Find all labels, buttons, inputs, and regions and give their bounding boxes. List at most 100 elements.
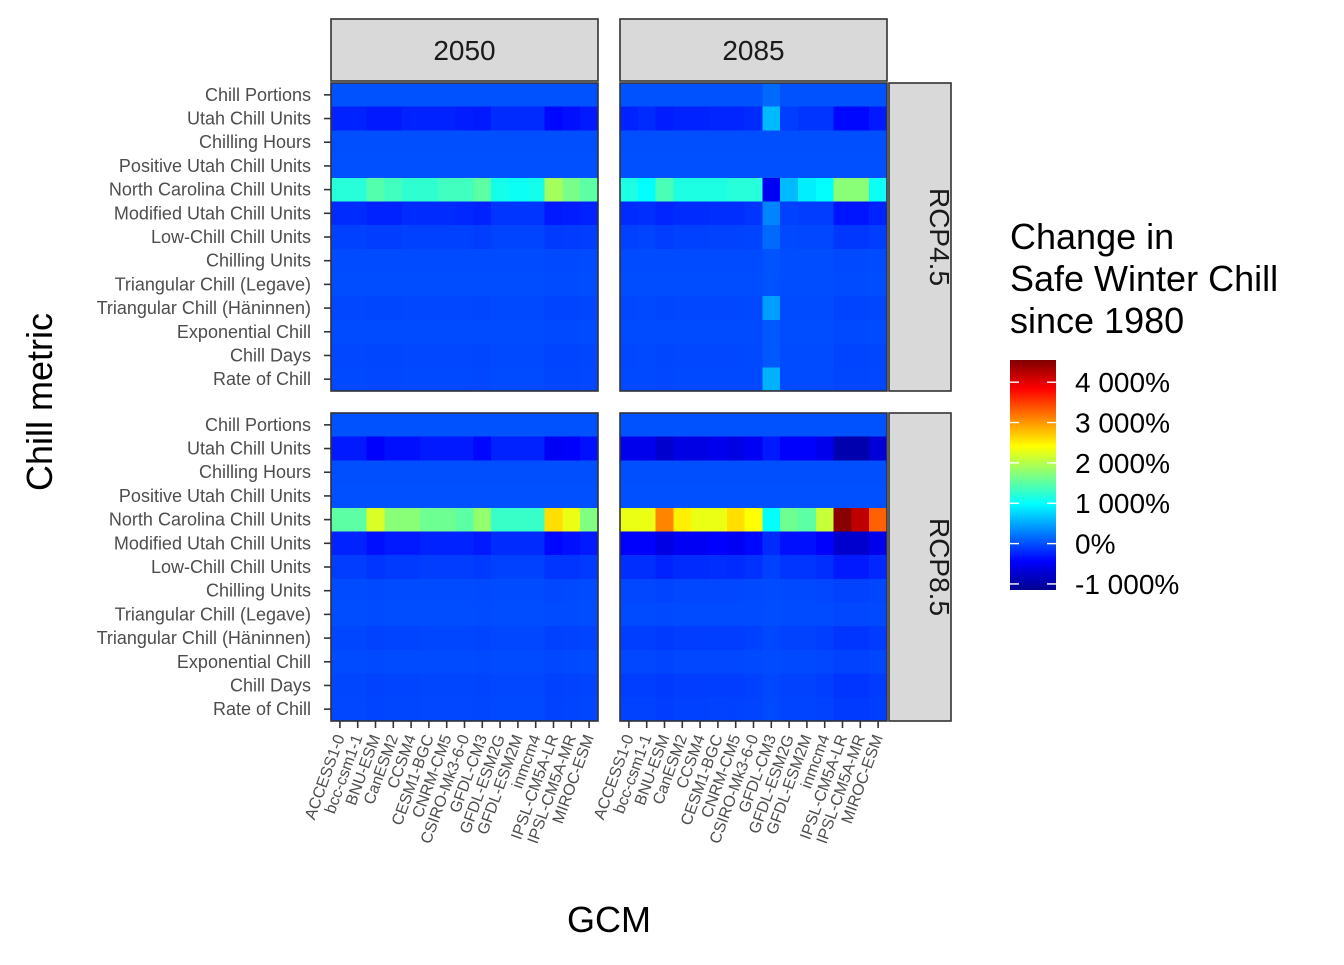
- heatmap-cell: [815, 484, 835, 509]
- heatmap-cell: [780, 531, 799, 556]
- heatmap-cell: [780, 272, 799, 297]
- heatmap-cell: [744, 413, 763, 438]
- heatmap-cell: [544, 413, 563, 438]
- heatmap-cell: [673, 225, 692, 250]
- heatmap-cell: [691, 343, 710, 368]
- y-tick-label: Rate of Chill: [213, 369, 311, 389]
- heatmap-cell: [798, 367, 817, 392]
- heatmap-cell: [420, 83, 439, 108]
- heatmap-cell: [473, 673, 492, 698]
- heatmap-cell: [526, 130, 546, 155]
- heatmap-cell: [673, 154, 692, 179]
- heatmap-cell: [620, 697, 639, 722]
- heatmap-cell: [815, 248, 835, 274]
- heatmap-cell: [473, 177, 492, 203]
- heatmap-cell: [544, 225, 563, 250]
- heatmap-cell: [655, 106, 674, 131]
- heatmap-cell: [637, 319, 657, 345]
- heatmap-cell: [869, 106, 888, 131]
- heatmap-cell: [455, 507, 474, 533]
- heatmap-cell: [709, 177, 728, 203]
- heatmap-cell: [544, 578, 563, 604]
- heatmap-cell: [869, 602, 888, 627]
- heatmap-cell: [709, 626, 728, 651]
- heatmap-cell: [544, 130, 563, 155]
- heatmap-cell: [366, 248, 385, 274]
- heatmap-cell: [726, 436, 746, 461]
- heatmap-cell: [420, 201, 439, 226]
- heatmap-cell: [620, 106, 639, 131]
- heatmap-cell: [709, 460, 728, 485]
- heatmap-cell: [691, 673, 710, 698]
- heatmap-cell: [473, 248, 492, 274]
- heatmap-cell: [691, 225, 710, 250]
- heatmap-cell: [420, 507, 439, 533]
- heatmap-cell: [437, 319, 457, 345]
- heatmap-cell: [833, 531, 852, 556]
- heatmap-cell: [526, 201, 546, 226]
- heatmap-cell: [366, 177, 385, 203]
- heatmap-cell: [833, 154, 852, 179]
- y-tick-label: Triangular Chill (Häninnen): [97, 298, 311, 318]
- heatmap-cell: [655, 555, 674, 580]
- heatmap-cell: [526, 436, 546, 461]
- heatmap-cell: [348, 130, 368, 155]
- heatmap-cell: [762, 673, 781, 698]
- heatmap-cell: [580, 201, 599, 226]
- legend-label: -1 000%: [1075, 569, 1179, 600]
- heatmap-cell: [673, 673, 692, 698]
- heatmap-cell: [869, 484, 888, 509]
- heatmap-cell: [869, 649, 888, 675]
- heatmap-cell: [620, 367, 639, 392]
- heatmap-cell: [655, 201, 674, 226]
- heatmap-cell: [655, 531, 674, 556]
- heatmap-cell: [673, 436, 692, 461]
- heatmap-cell: [348, 484, 368, 509]
- heatmap-cell: [851, 225, 870, 250]
- heatmap-cell: [562, 460, 581, 485]
- heatmap-cell: [833, 201, 852, 226]
- heatmap-cell: [815, 106, 835, 131]
- heatmap-cell: [798, 555, 817, 580]
- heatmap-cell: [491, 602, 510, 627]
- heatmap-cell: [673, 272, 692, 297]
- heatmap-cell: [655, 154, 674, 179]
- heatmap-cell: [726, 578, 746, 604]
- heatmap-cell: [620, 436, 639, 461]
- heatmap-cell: [544, 343, 563, 368]
- heatmap-cell: [366, 319, 385, 345]
- heatmap-cell: [348, 248, 368, 274]
- heatmap-cell: [580, 154, 599, 179]
- heatmap-cell: [455, 130, 474, 155]
- heatmap-cell: [798, 697, 817, 722]
- heatmap-cell: [620, 555, 639, 580]
- heatmap-cell: [780, 154, 799, 179]
- heatmap-cell: [869, 201, 888, 226]
- heatmap-cell: [726, 201, 746, 226]
- heatmap-cell: [348, 201, 368, 226]
- heatmap-cell: [437, 154, 457, 179]
- heatmap-cell: [562, 296, 581, 321]
- heatmap-cell: [726, 367, 746, 392]
- heatmap-cell: [509, 83, 528, 108]
- heatmap-cell: [655, 83, 674, 108]
- heatmap-cell: [637, 201, 657, 226]
- heatmap-cell: [833, 130, 852, 155]
- legend-title-line: since 1980: [1010, 300, 1184, 341]
- heatmap-cell: [437, 130, 457, 155]
- heatmap-cell: [744, 343, 763, 368]
- heatmap-cell: [526, 578, 546, 604]
- heatmap-cell: [473, 578, 492, 604]
- heatmap-cell: [762, 225, 781, 250]
- heatmap-cell: [402, 106, 421, 131]
- heatmap-cell: [762, 602, 781, 627]
- heatmap-cell: [331, 225, 350, 250]
- heatmap-cell: [780, 436, 799, 461]
- heatmap-cell: [798, 460, 817, 485]
- legend-title-line: Change in: [1010, 216, 1174, 257]
- heatmap-cell: [455, 673, 474, 698]
- heatmap-cell: [780, 507, 799, 533]
- heatmap-cell: [526, 413, 546, 438]
- heatmap-cell: [509, 106, 528, 131]
- heatmap-cell: [331, 154, 350, 179]
